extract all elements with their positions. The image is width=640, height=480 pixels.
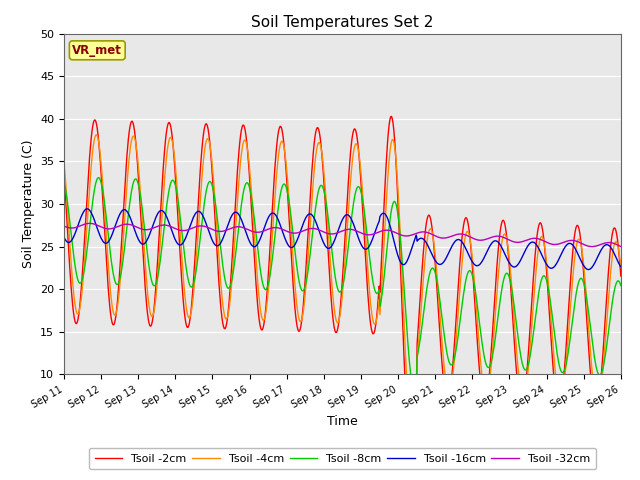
Tsoil -4cm bbox=[428, 228, 436, 234]
Tsoil -8cm bbox=[428, 265, 436, 271]
Tsoil -16cm bbox=[617, 264, 625, 270]
Line: Tsoil -2cm: Tsoil -2cm bbox=[64, 117, 621, 446]
Tsoil -16cm bbox=[83, 206, 91, 212]
Tsoil -8cm bbox=[617, 283, 625, 288]
Tsoil -32cm bbox=[617, 244, 625, 250]
Tsoil -2cm bbox=[60, 169, 68, 175]
Tsoil -4cm bbox=[412, 416, 419, 421]
Tsoil -16cm bbox=[411, 236, 419, 242]
Tsoil -2cm bbox=[388, 114, 396, 120]
Tsoil -4cm bbox=[185, 315, 193, 321]
Tsoil -16cm bbox=[185, 227, 193, 233]
Tsoil -8cm bbox=[128, 185, 136, 191]
Text: VR_met: VR_met bbox=[72, 44, 122, 57]
Tsoil -8cm bbox=[95, 175, 102, 180]
Tsoil -2cm bbox=[428, 224, 436, 229]
Tsoil -8cm bbox=[214, 223, 222, 228]
Tsoil -2cm bbox=[407, 444, 415, 449]
Tsoil -32cm bbox=[588, 244, 596, 250]
Tsoil -16cm bbox=[128, 220, 136, 226]
Tsoil -4cm bbox=[128, 135, 136, 141]
Tsoil -2cm bbox=[617, 273, 625, 279]
Tsoil -4cm bbox=[617, 264, 625, 270]
X-axis label: Time: Time bbox=[327, 415, 358, 428]
Tsoil -32cm bbox=[70, 225, 78, 231]
Tsoil -2cm bbox=[184, 324, 192, 330]
Title: Soil Temperatures Set 2: Soil Temperatures Set 2 bbox=[252, 15, 433, 30]
Tsoil -4cm bbox=[409, 432, 417, 438]
Tsoil -32cm bbox=[60, 223, 68, 229]
Tsoil -16cm bbox=[428, 250, 435, 255]
Tsoil -16cm bbox=[70, 233, 78, 239]
Line: Tsoil -32cm: Tsoil -32cm bbox=[64, 223, 621, 247]
Legend: Tsoil -2cm, Tsoil -4cm, Tsoil -8cm, Tsoil -16cm, Tsoil -32cm: Tsoil -2cm, Tsoil -4cm, Tsoil -8cm, Tsoi… bbox=[89, 448, 596, 469]
Tsoil -16cm bbox=[214, 243, 222, 249]
Tsoil -4cm bbox=[70, 294, 78, 300]
Tsoil -32cm bbox=[214, 228, 222, 234]
Tsoil -32cm bbox=[185, 227, 193, 232]
Tsoil -16cm bbox=[60, 234, 68, 240]
Tsoil -2cm bbox=[412, 402, 419, 408]
Tsoil -32cm bbox=[86, 220, 93, 226]
Line: Tsoil -16cm: Tsoil -16cm bbox=[64, 209, 621, 270]
Tsoil -2cm bbox=[127, 119, 135, 124]
Tsoil -2cm bbox=[214, 255, 221, 261]
Line: Tsoil -4cm: Tsoil -4cm bbox=[64, 135, 621, 435]
Tsoil -8cm bbox=[412, 392, 419, 398]
Tsoil -32cm bbox=[411, 231, 419, 237]
Tsoil -32cm bbox=[128, 222, 136, 228]
Line: Tsoil -8cm: Tsoil -8cm bbox=[64, 178, 621, 395]
Y-axis label: Soil Temperature (C): Soil Temperature (C) bbox=[22, 140, 35, 268]
Tsoil -8cm bbox=[185, 279, 193, 285]
Tsoil -4cm bbox=[60, 159, 68, 165]
Tsoil -4cm bbox=[93, 132, 100, 138]
Tsoil -8cm bbox=[60, 179, 68, 184]
Tsoil -32cm bbox=[428, 231, 435, 237]
Tsoil -2cm bbox=[70, 314, 78, 320]
Tsoil -4cm bbox=[214, 244, 222, 250]
Tsoil -8cm bbox=[411, 392, 419, 398]
Tsoil -16cm bbox=[584, 267, 592, 273]
Tsoil -8cm bbox=[70, 256, 78, 262]
